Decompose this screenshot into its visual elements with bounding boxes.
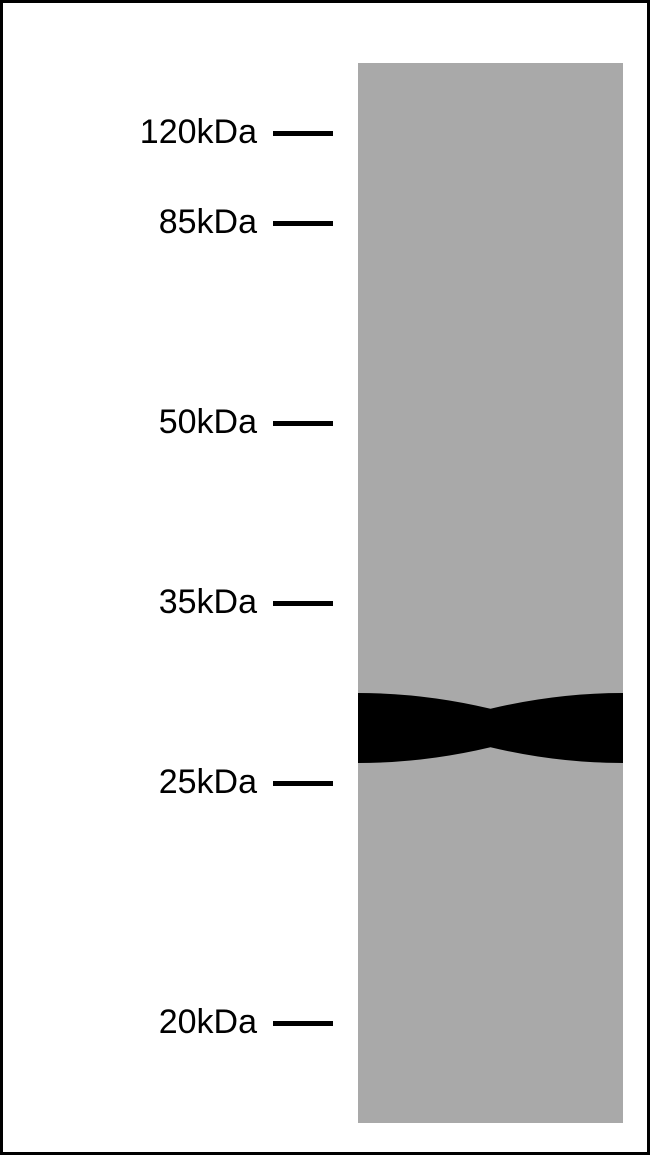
marker-tick <box>273 1021 333 1026</box>
marker-label: 20kDa <box>159 1003 257 1042</box>
marker-label: 25kDa <box>159 763 257 802</box>
marker-tick <box>273 601 333 606</box>
marker-label: 50kDa <box>159 403 257 442</box>
marker-tick <box>273 421 333 426</box>
gel-lane <box>358 63 623 1123</box>
marker-label: 85kDa <box>159 203 257 242</box>
marker-label: 35kDa <box>159 583 257 622</box>
marker-tick <box>273 781 333 786</box>
protein-band <box>358 693 623 763</box>
marker-label: 120kDa <box>140 113 257 152</box>
marker-tick <box>273 221 333 226</box>
blot-frame: 120kDa 85kDa 50kDa 35kDa 25kDa 20kDa <box>0 0 650 1155</box>
marker-tick <box>273 131 333 136</box>
